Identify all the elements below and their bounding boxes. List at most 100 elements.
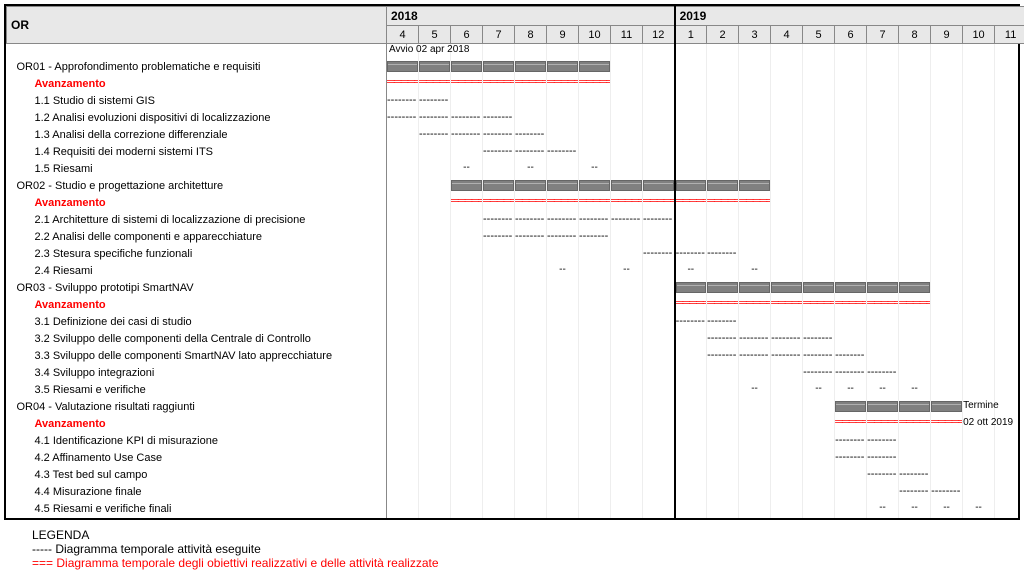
gantt-cell: -- [803,382,835,399]
gantt-cell [675,212,707,229]
gantt-cell [803,484,835,501]
task-label: 3.3 Sviluppo delle componenti SmartNAV l… [7,348,387,365]
gantt-cell [675,76,707,93]
gantt-cell [419,501,451,518]
gantt-cell [611,178,643,195]
gantt-cell [995,399,1024,416]
gantt-cell: Termine [931,399,963,416]
gantt-cell [931,365,963,382]
gantt-cell [739,93,771,110]
gantt-cell [771,246,803,263]
gantt-cell [387,433,419,450]
gantt-cell [515,297,547,314]
gantt-cell [995,110,1024,127]
gantt-cell [739,144,771,161]
gantt-cell [867,195,899,212]
gantt-cell [771,195,803,212]
gantt-cell [387,127,419,144]
gantt-cell [611,467,643,484]
gantt-cell [643,127,675,144]
gantt-cell [707,93,739,110]
gantt-cell: ══════ [483,195,515,212]
gantt-cell [483,382,515,399]
gantt-cell [419,450,451,467]
gantt-cell [867,263,899,280]
gantt-cell [963,450,995,467]
gantt-cell [867,76,899,93]
gantt-cell [707,263,739,280]
gantt-cell [995,178,1024,195]
gantt-cell [867,229,899,246]
advancement-label: Avanzamento [7,76,387,93]
gantt-cell [835,484,867,501]
gantt-cell [419,382,451,399]
gantt-cell [387,314,419,331]
gantt-cell [707,212,739,229]
gantt-cell [547,246,579,263]
gantt-cell: -------- [867,433,899,450]
gantt-cell [547,433,579,450]
gantt-cell [803,110,835,127]
gantt-cell [483,314,515,331]
month-header: 8 [515,26,547,44]
task-label: 3.4 Sviluppo integrazioni [7,365,387,382]
gantt-cell [419,314,451,331]
gantt-cell [387,246,419,263]
gantt-cell [387,501,419,518]
gantt-cell [579,467,611,484]
gantt-row: 3.4 Sviluppo integrazioni---------------… [7,365,1024,382]
gantt-row: 4.2 Affinamento Use Case---------------- [7,450,1024,467]
gantt-cell [899,127,931,144]
gantt-cell [803,399,835,416]
gantt-cell [387,399,419,416]
gantt-cell [963,365,995,382]
gantt-cell: -- [611,263,643,280]
gantt-cell [771,263,803,280]
gantt-cell: -------- [547,144,579,161]
gantt-cell: -------- [611,212,643,229]
gantt-cell [707,161,739,178]
gantt-cell [931,76,963,93]
gantt-cell [899,161,931,178]
gantt-cell [643,365,675,382]
gantt-cell [963,59,995,76]
gantt-cell [739,280,771,297]
gantt-cell [419,280,451,297]
gantt-cell: -- [515,161,547,178]
gantt-cell [515,93,547,110]
gantt-cell [931,110,963,127]
gantt-row: 3.2 Sviluppo delle componenti della Cent… [7,331,1024,348]
gantt-cell: ══════ [771,297,803,314]
legend-line-2: === Diagramma temporale degli obiettivi … [32,556,1008,570]
gantt-cell [419,59,451,76]
gantt-cell [963,195,995,212]
gantt-cell [579,246,611,263]
gantt-cell [483,59,515,76]
gantt-cell [611,501,643,518]
gantt-row: 1.1 Studio di sistemi GIS---------------… [7,93,1024,110]
gantt-cell [643,467,675,484]
gantt-cell [419,212,451,229]
gantt-cell [515,450,547,467]
or-group-label: OR02 - Studio e progettazione architettu… [7,178,387,195]
advancement-label: Avanzamento [7,416,387,433]
gantt-cell: -------- [451,110,483,127]
gantt-cell [419,246,451,263]
gantt-cell [579,110,611,127]
gantt-cell [835,501,867,518]
gantt-cell [963,416,995,433]
task-label: 1.3 Analisi della correzione differenzia… [7,127,387,144]
gantt-cell [451,297,483,314]
gantt-cell [547,501,579,518]
gantt-cell [451,382,483,399]
gantt-row: Avanzamento═════════════════════════════… [7,297,1024,314]
gantt-cell [867,484,899,501]
month-header: 9 [931,26,963,44]
legend-title: LEGENDA [32,528,1008,542]
gantt-cell: -------- [515,127,547,144]
gantt-cell [451,501,483,518]
gantt-cell [515,399,547,416]
gantt-cell: -------- [803,331,835,348]
gantt-cell [483,280,515,297]
month-header: 10 [963,26,995,44]
